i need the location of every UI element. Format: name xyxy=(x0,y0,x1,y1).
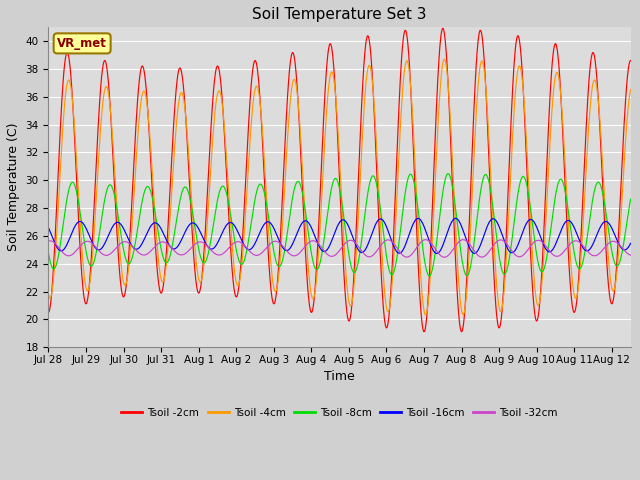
Y-axis label: Soil Temperature (C): Soil Temperature (C) xyxy=(7,123,20,252)
Tsoil -2cm xyxy=(312,271,320,277)
Tsoil -16cm xyxy=(452,216,460,221)
Tsoil -2cm xyxy=(45,310,52,315)
Text: VR_met: VR_met xyxy=(57,37,107,50)
Tsoil -32cm xyxy=(328,253,335,259)
Tsoil -8cm xyxy=(45,250,52,256)
Tsoil -32cm xyxy=(74,245,82,251)
Tsoil -2cm xyxy=(627,58,634,63)
Tsoil -32cm xyxy=(611,239,618,244)
Tsoil -8cm xyxy=(627,196,634,202)
Tsoil -16cm xyxy=(611,231,618,237)
Tsoil -32cm xyxy=(440,254,448,260)
Tsoil -2cm xyxy=(74,209,82,215)
Tsoil -32cm xyxy=(312,239,320,245)
Tsoil -8cm xyxy=(611,259,618,264)
Tsoil -8cm xyxy=(312,266,320,272)
Tsoil -4cm xyxy=(611,287,618,292)
Tsoil -16cm xyxy=(45,225,52,230)
Tsoil -2cm xyxy=(328,44,335,50)
Tsoil -2cm xyxy=(420,329,428,335)
Line: Tsoil -8cm: Tsoil -8cm xyxy=(49,174,630,276)
Tsoil -2cm xyxy=(611,290,618,296)
Tsoil -4cm xyxy=(74,185,82,191)
Tsoil -32cm xyxy=(45,238,52,244)
Tsoil -2cm xyxy=(439,25,447,31)
Tsoil -4cm xyxy=(504,237,511,242)
Line: Tsoil -4cm: Tsoil -4cm xyxy=(49,60,630,315)
Tsoil -4cm xyxy=(312,281,320,287)
Tsoil -32cm xyxy=(627,252,634,258)
Tsoil -8cm xyxy=(74,197,82,203)
Tsoil -4cm xyxy=(627,87,634,93)
Tsoil -32cm xyxy=(610,239,618,244)
Tsoil -16cm xyxy=(610,230,618,236)
Tsoil -16cm xyxy=(312,237,320,242)
Line: Tsoil -16cm: Tsoil -16cm xyxy=(49,218,630,253)
Line: Tsoil -32cm: Tsoil -32cm xyxy=(49,240,630,257)
Tsoil -4cm xyxy=(610,288,618,293)
Tsoil -8cm xyxy=(426,273,433,279)
Tsoil -16cm xyxy=(504,245,511,251)
Tsoil -4cm xyxy=(328,69,335,75)
Tsoil -8cm xyxy=(444,171,452,177)
Tsoil -8cm xyxy=(504,265,511,271)
Tsoil -4cm xyxy=(422,312,429,318)
Tsoil -32cm xyxy=(422,237,429,242)
X-axis label: Time: Time xyxy=(324,371,355,384)
Tsoil -32cm xyxy=(504,242,511,248)
Line: Tsoil -2cm: Tsoil -2cm xyxy=(49,28,630,332)
Title: Soil Temperature Set 3: Soil Temperature Set 3 xyxy=(252,7,427,22)
Legend: Tsoil -2cm, Tsoil -4cm, Tsoil -8cm, Tsoil -16cm, Tsoil -32cm: Tsoil -2cm, Tsoil -4cm, Tsoil -8cm, Tsoi… xyxy=(117,404,562,422)
Tsoil -16cm xyxy=(74,219,82,225)
Tsoil -4cm xyxy=(440,57,448,62)
Tsoil -2cm xyxy=(610,292,618,298)
Tsoil -4cm xyxy=(45,292,52,298)
Tsoil -2cm xyxy=(504,204,511,210)
Tsoil -16cm xyxy=(328,238,335,244)
Tsoil -8cm xyxy=(328,185,335,191)
Tsoil -8cm xyxy=(610,258,618,264)
Tsoil -16cm xyxy=(627,240,634,246)
Tsoil -16cm xyxy=(433,251,441,256)
